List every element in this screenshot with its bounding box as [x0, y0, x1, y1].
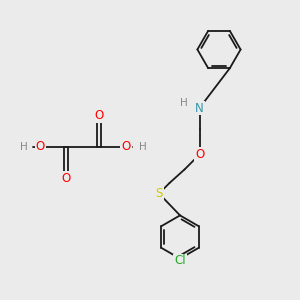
Text: O: O: [122, 140, 130, 154]
Text: O: O: [94, 109, 103, 122]
Text: H: H: [20, 142, 28, 152]
Text: Cl: Cl: [174, 254, 186, 268]
Text: H: H: [180, 98, 188, 109]
Text: S: S: [155, 187, 163, 200]
Text: H: H: [139, 142, 146, 152]
Text: O: O: [61, 172, 70, 185]
Text: N: N: [195, 101, 204, 115]
Text: O: O: [195, 148, 204, 161]
Text: O: O: [36, 140, 45, 154]
